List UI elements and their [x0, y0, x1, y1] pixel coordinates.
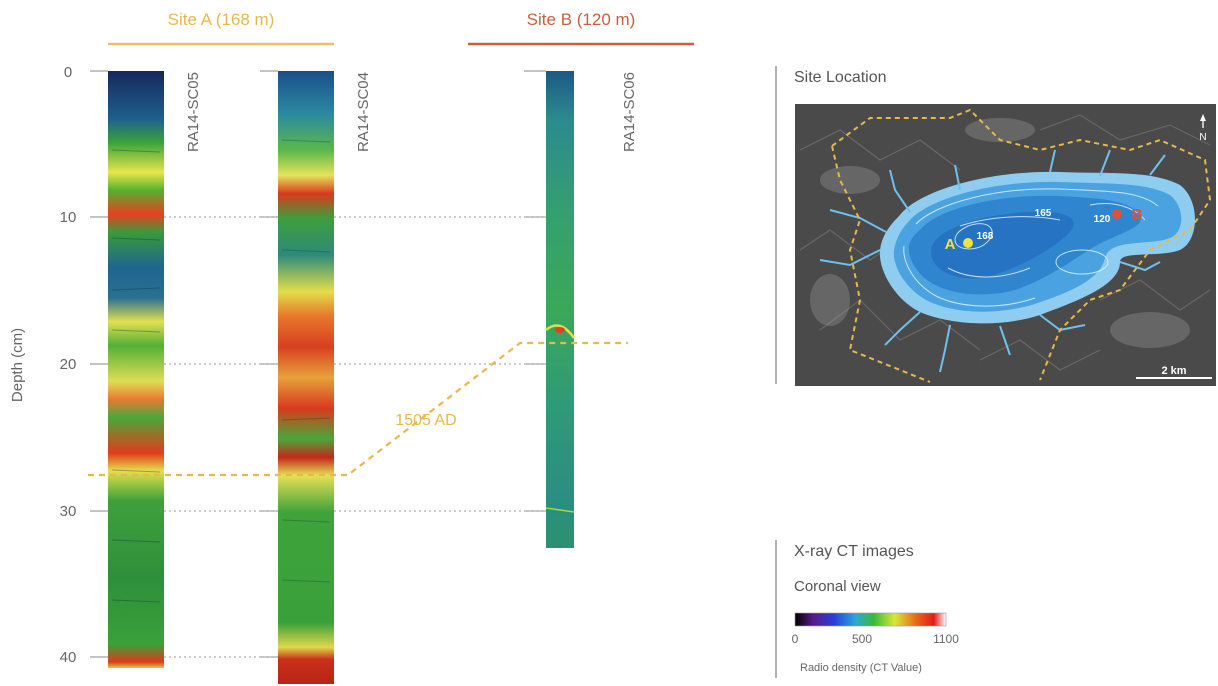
contour-label-120: 120	[1094, 214, 1111, 225]
site-a-map-label: A	[945, 236, 956, 253]
core-name: RA14-SC05	[185, 72, 202, 152]
tributary-streams	[819, 149, 1166, 373]
core-ra14-sc04: RA14-SC04	[278, 71, 372, 684]
site-a-marker: A	[945, 236, 973, 253]
legend-caption: Radio density (CT Value)	[800, 662, 922, 674]
lake-contours	[903, 188, 1159, 307]
north-arrow-icon: N	[1199, 114, 1207, 143]
core-name: RA14-SC06	[621, 72, 638, 152]
core-ra14-sc06: RA14-SC06	[545, 71, 638, 548]
core-image	[278, 71, 334, 684]
depth-tick-20: 20	[60, 356, 77, 373]
depth-tick-10: 10	[60, 209, 77, 226]
ct-color-scale	[794, 612, 947, 627]
depth-axis: Depth (cm) 0 10 20 30 40	[9, 64, 76, 666]
scale-mid-label: 500	[852, 632, 872, 646]
map-title: Site Location	[794, 69, 887, 86]
depth-axis-label: Depth (cm)	[9, 328, 26, 402]
north-label: N	[1199, 132, 1206, 143]
core-image	[108, 71, 164, 668]
catchment-boundary	[831, 108, 1212, 383]
ct-legend: X-ray CT images Coronal view 0 500 1100 …	[792, 543, 960, 674]
site-b-marker: B	[1112, 206, 1143, 223]
core-image	[546, 71, 574, 548]
scale-min-label: 0	[792, 632, 799, 646]
site-a-label: Site A (168 m)	[168, 10, 275, 29]
event-label: 1505 AD	[395, 412, 456, 429]
depth-gridlines	[90, 70, 546, 658]
site-b-map-label: B	[1132, 206, 1143, 223]
site-location-map: Site Location	[794, 69, 1216, 386]
site-b-header: Site B (120 m)	[468, 10, 694, 46]
depth-tick-30: 30	[60, 503, 77, 520]
legend-title: X-ray CT images	[794, 543, 914, 560]
scale-max-label: 1100	[933, 632, 959, 646]
contour-label-165: 165	[1035, 208, 1052, 219]
site-b-label: Site B (120 m)	[527, 10, 636, 29]
depth-tick-0: 0	[64, 64, 72, 81]
legend-subtitle: Coronal view	[794, 578, 881, 595]
site-a-header: Site A (168 m)	[108, 10, 334, 46]
contour-label-168: 168	[977, 231, 994, 242]
core-name: RA14-SC04	[355, 72, 372, 152]
scale-label: 2 km	[1161, 365, 1186, 377]
lake-deep	[930, 211, 1074, 279]
core-ra14-sc05: RA14-SC05	[108, 71, 202, 668]
event-1505-correlation: 1505 AD	[88, 341, 628, 477]
depth-tick-40: 40	[60, 649, 77, 666]
event-line	[88, 341, 628, 477]
map-scale-bar: 2 km	[1136, 365, 1212, 379]
